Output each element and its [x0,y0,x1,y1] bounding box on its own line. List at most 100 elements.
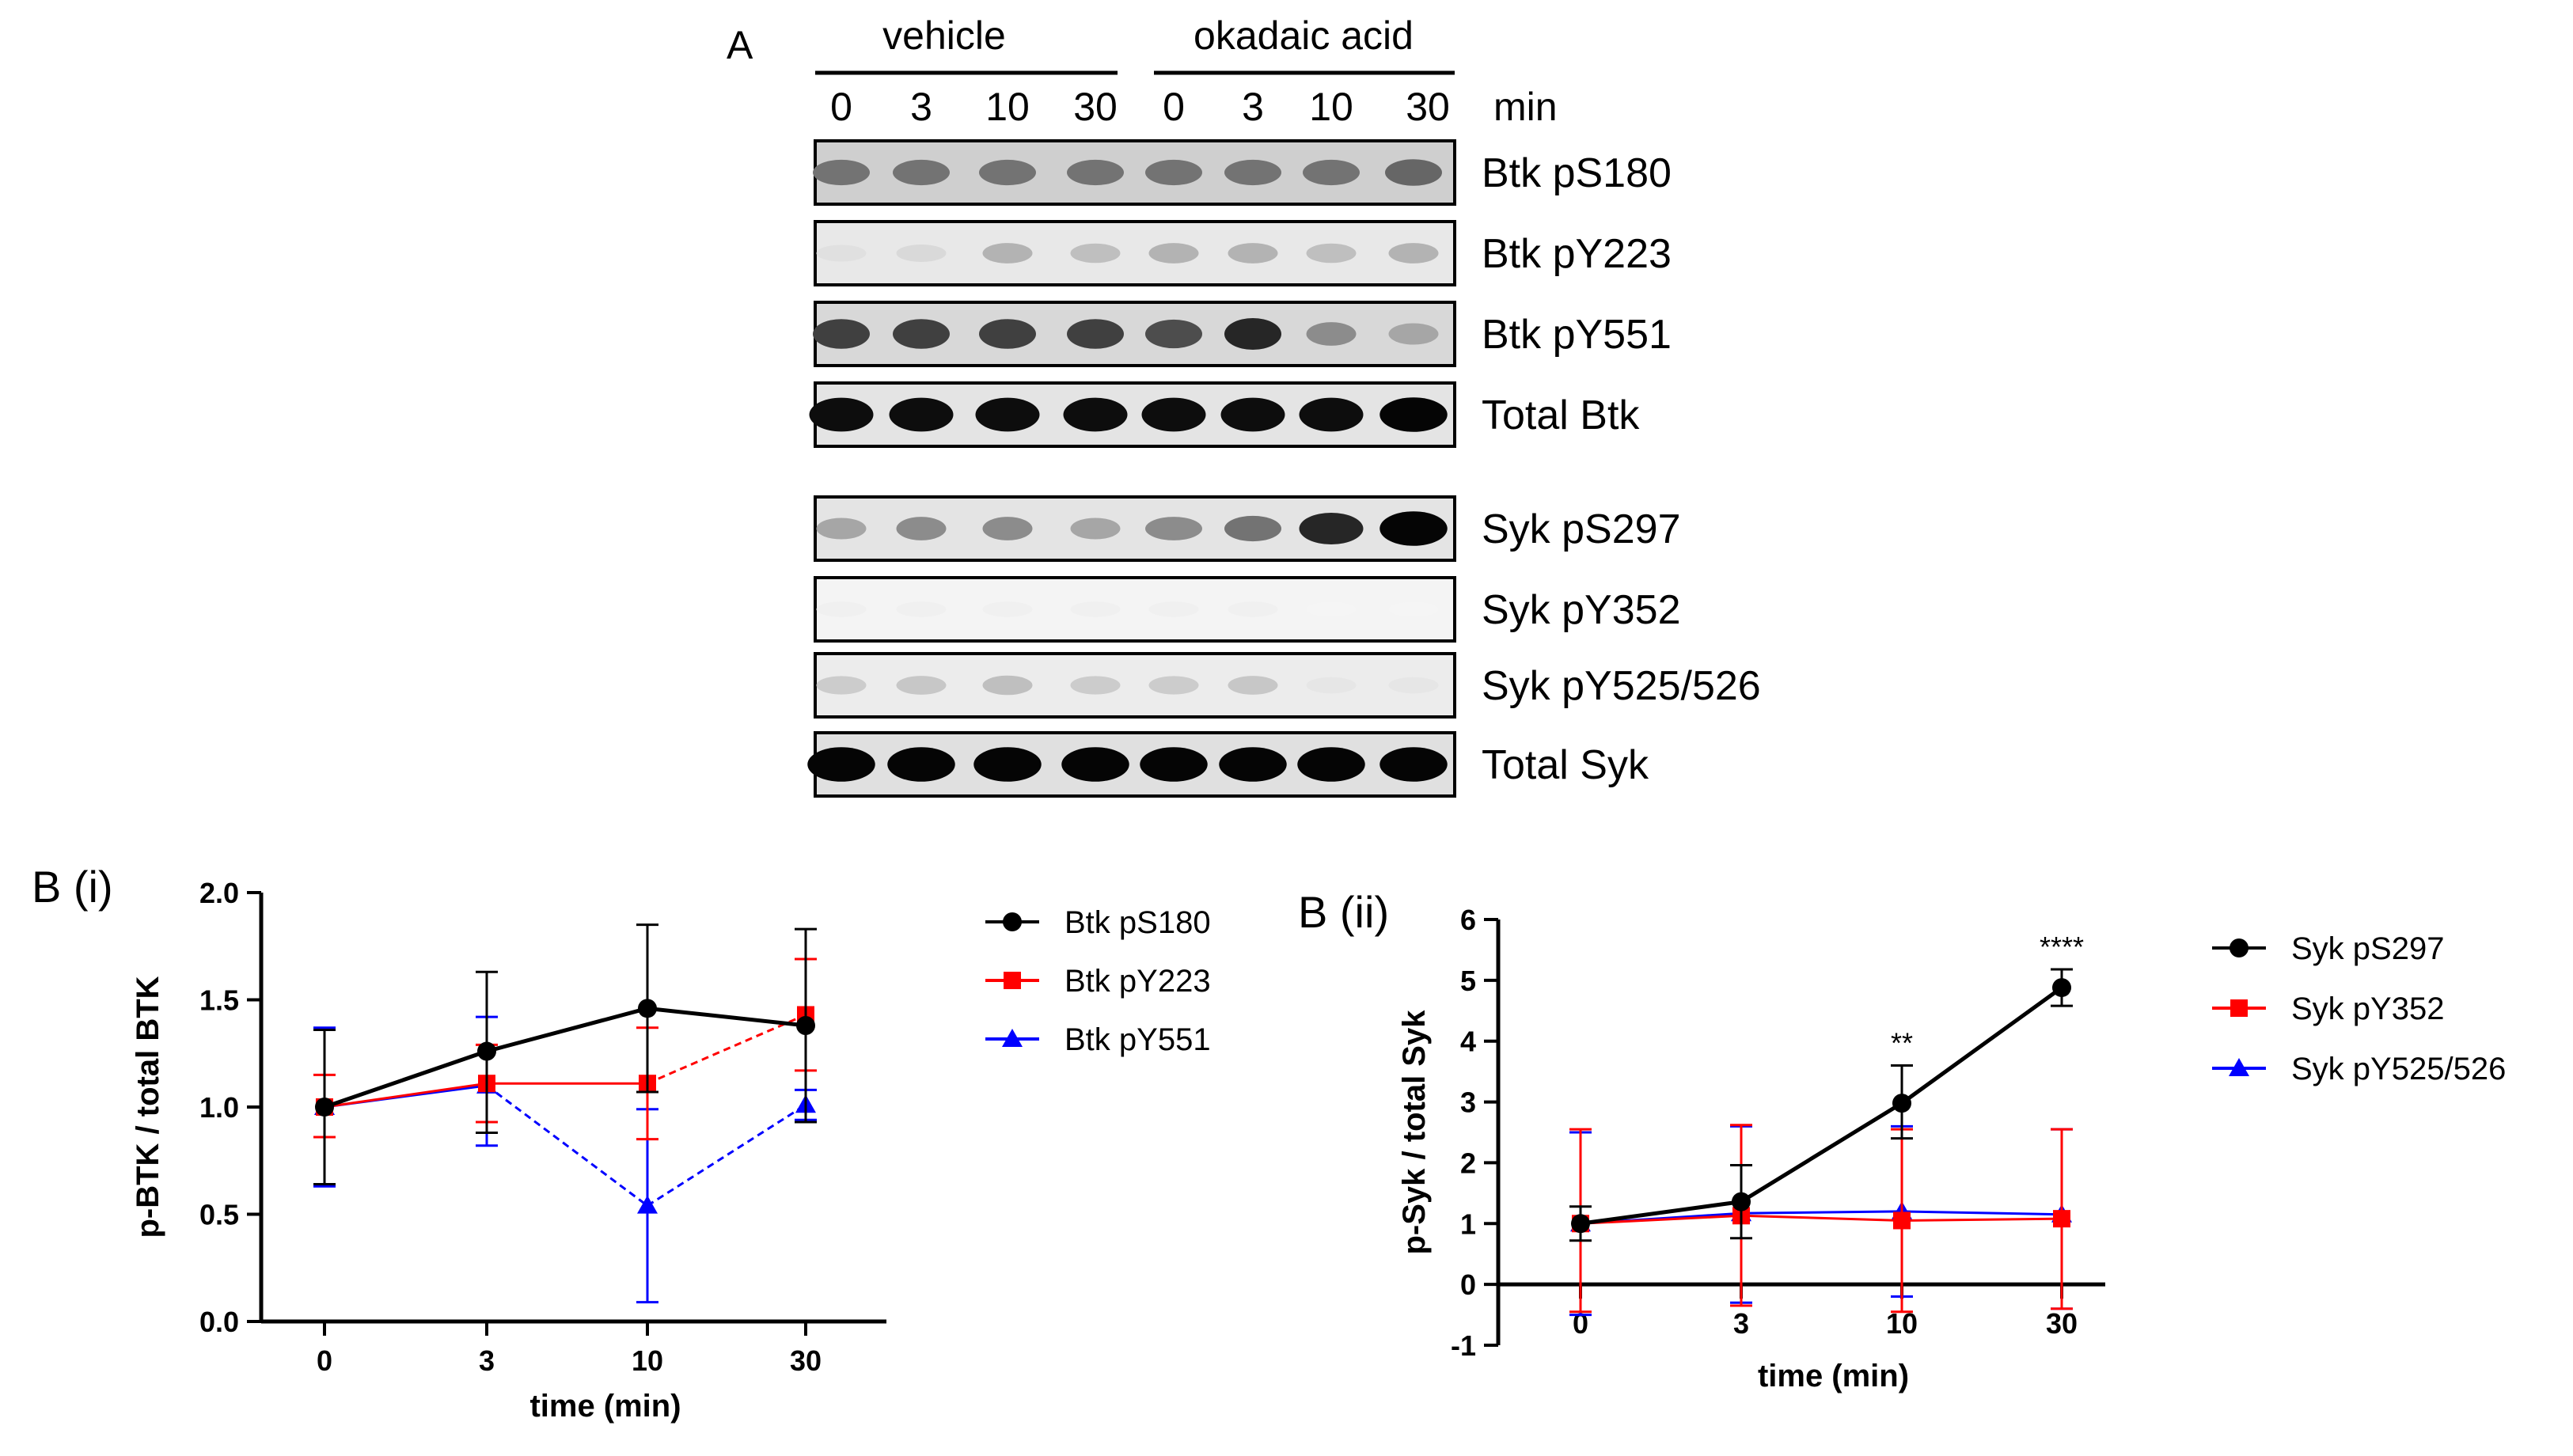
blot-band [1379,397,1448,432]
y-tick-label: 0 [1460,1268,1476,1301]
blot-band [1299,512,1364,545]
blot-strip: Syk pY352 [814,576,1681,643]
series-line [1580,1200,1742,1226]
blot-band [816,518,867,540]
x-tick-label: 30 [790,1344,822,1377]
data-point [638,999,657,1018]
blot-strip: Btk pS180 [813,139,1672,206]
blot-band [982,517,1033,540]
series-btk-py223 [313,957,817,1141]
group-label-vehicle: vehicle [882,13,1006,58]
blot-band [1379,511,1448,546]
blot-band [1379,747,1448,782]
chart-b-i-panel-label: B (i) [32,862,113,912]
blot-band [896,676,947,695]
series-line [1901,1217,2063,1222]
time-unit-label: min [1493,85,1558,129]
blot-band [807,747,875,782]
x-tick-label: 0 [317,1344,332,1377]
blot-band [1070,243,1121,264]
blot-band [1148,243,1199,264]
blot-band [1140,747,1208,782]
blot-band [1067,319,1124,349]
legend-item: Btk pY223 [985,964,1211,999]
y-tick-label: 0.5 [199,1199,239,1231]
y-tick-label: 5 [1460,965,1476,997]
chart-b-ii-axes [1496,919,2105,1345]
blot-band [1067,159,1124,186]
blot-strip: Total Syk [807,731,1649,798]
data-point [1892,1094,1911,1113]
blot-band [1388,601,1439,617]
series-line [647,1006,806,1028]
blot-band [1224,515,1281,542]
lane-label: 10 [1309,85,1353,129]
data-point [477,1041,496,1061]
y-tick-label: 3 [1460,1086,1476,1119]
data-point [1893,1211,1911,1230]
blot-band [1141,397,1206,432]
blot-band [982,243,1033,264]
series-btk-py551 [313,1015,817,1304]
blot-strip: Syk pS297 [814,495,1681,562]
blot-band [1070,601,1121,617]
data-point [2053,1210,2070,1228]
legend-item: Btk pY551 [985,1022,1211,1057]
blot-strip: Total Btk [809,381,1640,448]
series-line [1901,1210,2063,1216]
blot-label: Total Btk [1482,392,1640,438]
x-tick-label: 10 [632,1344,663,1377]
blot-band [893,319,950,349]
blot-band [1306,677,1357,694]
legend-label: Btk pS180 [1064,905,1211,940]
data-point [2052,978,2071,998]
blot-band [1297,747,1365,782]
lane-label: 10 [985,85,1030,129]
data-point [1004,972,1021,989]
blot-band [982,601,1033,617]
series-btk-ps180 [313,923,817,1186]
lane-label: 0 [1163,85,1185,129]
legend-item: Syk pY525/526 [2212,1052,2506,1086]
blot-strip: Btk pY223 [814,220,1672,286]
series-line [1740,1101,1903,1204]
series-line [1900,986,2063,1105]
blot-band [975,397,1040,432]
series-line [486,1084,648,1207]
blot-strip: Syk pY525/526 [814,652,1761,719]
lane-label: 0 [830,85,852,129]
data-point [2230,938,2249,957]
chart-b-i-x-axis-title: time (min) [529,1389,681,1424]
blot-band [979,319,1036,349]
panel-a-western-blots: A vehicle okadaic acid 0 3 10 30 0 3 10 … [727,13,1761,798]
series-line [647,1014,806,1085]
blot-band [1224,159,1281,186]
blot-band [1070,676,1121,695]
blot-label: Syk pY525/526 [1482,663,1761,709]
blot-label: Total Syk [1482,742,1649,788]
blot-band [979,159,1036,186]
chart-b-ii-panel-label: B (ii) [1298,887,1389,937]
group-label-okadaic-acid: okadaic acid [1194,13,1414,58]
x-tick-label: 30 [2046,1307,2078,1340]
series-line [1580,1214,1742,1225]
chart-b-ii-series [1569,968,2073,1317]
chart-b-i: B (i) 0.0 0.5 1.0 1.5 2.0 0 3 10 30 time (min) p… [32,862,1211,1424]
data-point [796,1016,815,1036]
blot-band [1228,676,1278,695]
lane-label: 3 [910,85,932,129]
series-line [1740,1214,1903,1222]
data-point [2230,999,2248,1017]
data-point [1002,1029,1023,1047]
series-line [324,1082,488,1109]
blot-band [1219,747,1287,782]
legend-item: Syk pS297 [2212,931,2444,966]
blot-band [1061,747,1129,782]
blot-label: Btk pY551 [1482,312,1672,358]
blot-band [896,245,947,262]
series-line [1740,1210,1903,1215]
data-point [1571,1214,1590,1234]
legend-label: Btk pY551 [1064,1022,1211,1057]
